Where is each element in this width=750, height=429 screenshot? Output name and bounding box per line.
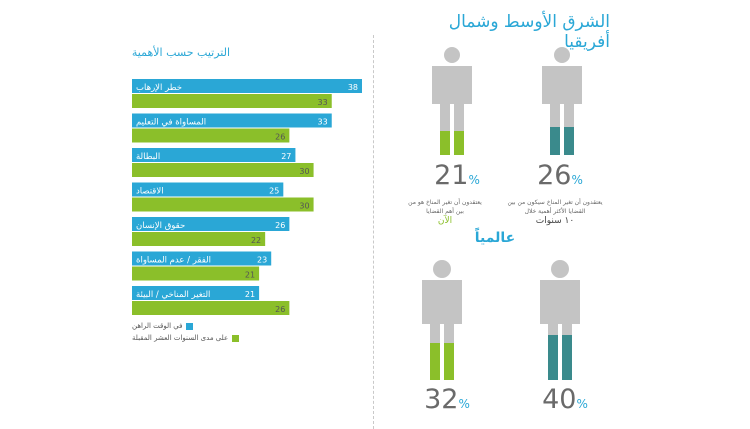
bar-value-current-3: 25 <box>269 187 279 196</box>
stat-value: 26 <box>537 160 572 191</box>
bar-decade-1 <box>132 128 290 143</box>
bar-current-6 <box>132 286 260 300</box>
bar-decade-3 <box>132 197 314 212</box>
person-icon <box>542 47 582 155</box>
legend-label-current: في الوقت الراهن <box>132 322 183 330</box>
percent-sign: % <box>458 397 470 411</box>
stat-value: 40 <box>542 384 577 415</box>
bar-value-decade-0: 33 <box>318 98 328 107</box>
person-icon <box>422 260 462 380</box>
category-label-0: خطر الإرهاب <box>136 83 182 93</box>
bar-decade-2 <box>132 163 314 177</box>
region-title: الشرق الأوسط وشمال أفريقيا <box>448 12 610 52</box>
person-icon <box>540 260 580 380</box>
percent-sign: % <box>468 173 480 187</box>
bar-value-decade-3: 30 <box>299 202 309 211</box>
stat-current-global: 32% <box>412 384 482 415</box>
legend-item-decade: على مدى السنوات العشر المقبلة <box>132 334 240 342</box>
ranking-bar-chart: 38 33 خطر الإرهاب 33 26 المساواة في التعليم 27… <box>132 79 362 315</box>
bar-value-current-6: 21 <box>245 290 255 299</box>
bar-decade-4 <box>132 232 266 246</box>
stat-decade-mena: 26% <box>530 160 590 191</box>
bar-value-current-0: 38 <box>348 83 358 92</box>
bar-current-5 <box>132 251 272 266</box>
percent-sign: % <box>571 173 583 187</box>
bar-value-decade-4: 22 <box>251 236 261 245</box>
category-label-2: البطالة <box>136 152 160 162</box>
bar-value-decade-5: 21 <box>245 271 255 280</box>
person-icon <box>432 47 472 155</box>
category-label-4: حقوق الإنسان <box>136 221 185 231</box>
global-title: عالمياً <box>474 230 516 246</box>
percent-sign: % <box>576 397 588 411</box>
stat-value: 32 <box>424 384 459 415</box>
bar-decade-6 <box>132 301 290 315</box>
bar-value-current-5: 23 <box>257 256 267 265</box>
category-label-1: المساواة في التعليم <box>136 118 206 128</box>
stat-value: 21 <box>434 160 469 191</box>
bar-value-decade-2: 30 <box>299 167 309 176</box>
stat-current-mena: 21% <box>427 160 487 191</box>
caption-current-mena: يعتقدون أن تغير المناخ هو من بين أهم الق… <box>408 199 482 215</box>
person-figure-current-mena <box>432 47 472 155</box>
bar-current-2 <box>132 148 296 162</box>
bar-decade-0 <box>132 94 332 108</box>
caption-decade-mena: يعتقدون أن تغير المناخ سيكون من بين القض… <box>507 199 603 215</box>
person-figure-decade-mena <box>542 47 582 155</box>
legend-swatch-current <box>186 322 194 330</box>
caption-emphasis-now: الآن <box>437 216 453 226</box>
caption-emphasis-ten-years: ١٠ سنوات <box>535 216 575 226</box>
person-figure-current-global <box>422 260 462 380</box>
legend-label-decade: على مدى السنوات العشر المقبلة <box>132 334 229 342</box>
bar-value-current-1: 33 <box>318 118 328 127</box>
chart-legend: في الوقت الراهن على مدى السنوات العشر ال… <box>132 322 240 346</box>
bar-value-decade-1: 26 <box>275 133 285 142</box>
legend-item-current: في الوقت الراهن <box>132 322 239 330</box>
legend-swatch-decade <box>232 334 240 342</box>
bar-value-current-4: 26 <box>275 221 285 230</box>
chart-title: الترتيب حسب الأهمية <box>131 46 230 59</box>
stat-decade-global: 40% <box>530 384 600 415</box>
category-label-5: الفقر / عدم المساواة <box>136 256 211 266</box>
category-label-6: التغير المناخي / البيئة <box>136 290 210 300</box>
bar-current-0 <box>132 79 362 93</box>
section-divider <box>373 35 374 429</box>
category-label-3: الاقتصاد <box>136 187 164 197</box>
bar-current-3 <box>132 182 284 197</box>
bar-value-decade-6: 26 <box>275 305 285 314</box>
bar-current-4 <box>132 217 290 231</box>
bar-current-1 <box>132 113 332 128</box>
person-figure-decade-global <box>540 260 580 380</box>
bar-decade-5 <box>132 266 260 281</box>
bar-value-current-2: 27 <box>281 152 291 161</box>
